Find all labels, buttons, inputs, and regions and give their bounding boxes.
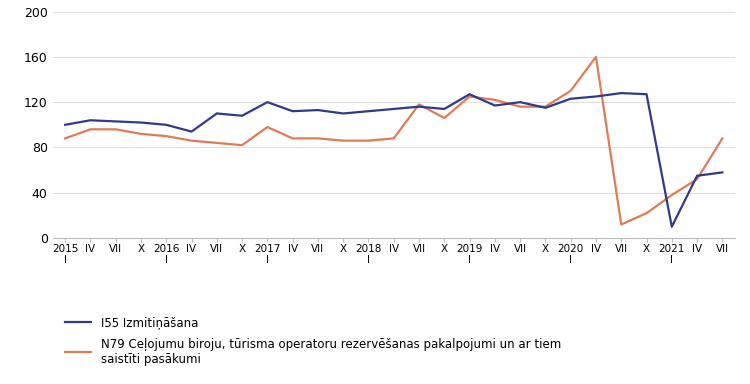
I55 Izmitiņāšana (668, 224, 676, 229)
I55 Izmitiņāšana (415, 104, 424, 109)
N79 Ceļojumu biroju, tūrisma operatoru rezervēšanas pakalpojumi un ar tiem
saistīti pasākumi (465, 94, 474, 99)
N79 Ceļojumu biroju, tūrisma operatoru rezervēšanas pakalpojumi un ar tiem
saistīti pasākumi (212, 141, 221, 145)
N79 Ceļojumu biroju, tūrisma operatoru rezervēšanas pakalpojumi un ar tiem
saistīti pasākumi (238, 143, 247, 147)
N79 Ceļojumu biroju, tūrisma operatoru rezervēšanas pakalpojumi un ar tiem
saistīti pasākumi (616, 222, 626, 227)
I55 Izmitiņāšana (566, 96, 575, 101)
I55 Izmitiņāšana (187, 129, 196, 134)
I55 Izmitiņāšana (86, 118, 95, 122)
N79 Ceļojumu biroju, tūrisma operatoru rezervēšanas pakalpojumi un ar tiem
saistīti pasākumi (718, 136, 727, 141)
N79 Ceļojumu biroju, tūrisma operatoru rezervēšanas pakalpojumi un ar tiem
saistīti pasākumi (111, 127, 120, 132)
I55 Izmitiņāšana (364, 109, 373, 114)
N79 Ceļojumu biroju, tūrisma operatoru rezervēšanas pakalpojumi un ar tiem
saistīti pasākumi (262, 125, 272, 129)
N79 Ceļojumu biroju, tūrisma operatoru rezervēšanas pakalpojumi un ar tiem
saistīti pasākumi (162, 134, 171, 139)
I55 Izmitiņāšana (238, 113, 247, 118)
I55 Izmitiņāšana (389, 107, 398, 111)
N79 Ceļojumu biroju, tūrisma operatoru rezervēšanas pakalpojumi un ar tiem
saistīti pasākumi (61, 136, 70, 141)
N79 Ceļojumu biroju, tūrisma operatoru rezervēšanas pakalpojumi un ar tiem
saistīti pasākumi (592, 55, 601, 59)
N79 Ceļojumu biroju, tūrisma operatoru rezervēšanas pakalpojumi un ar tiem
saistīti pasākumi (86, 127, 95, 132)
I55 Izmitiņāšana (162, 122, 171, 127)
N79 Ceļojumu biroju, tūrisma operatoru rezervēšanas pakalpojumi un ar tiem
saistīti pasākumi (389, 136, 398, 141)
I55 Izmitiņāšana (616, 91, 626, 95)
I55 Izmitiņāšana (288, 109, 297, 114)
N79 Ceļojumu biroju, tūrisma operatoru rezervēšanas pakalpojumi un ar tiem
saistīti pasākumi (692, 177, 701, 182)
I55 Izmitiņāšana (314, 108, 322, 113)
I55 Izmitiņāšana (262, 100, 272, 104)
I55 Izmitiņāšana (541, 106, 550, 110)
N79 Ceļojumu biroju, tūrisma operatoru rezervēšanas pakalpojumi un ar tiem
saistīti pasākumi (541, 104, 550, 109)
I55 Izmitiņāšana (111, 119, 120, 124)
I55 Izmitiņāšana (61, 122, 70, 127)
N79 Ceļojumu biroju, tūrisma operatoru rezervēšanas pakalpojumi un ar tiem
saistīti pasākumi (642, 211, 651, 215)
I55 Izmitiņāšana (718, 170, 727, 175)
I55 Izmitiņāšana (692, 174, 701, 178)
I55 Izmitiņāšana (339, 111, 348, 116)
I55 Izmitiņāšana (465, 92, 474, 96)
N79 Ceļojumu biroju, tūrisma operatoru rezervēšanas pakalpojumi un ar tiem
saistīti pasākumi (187, 138, 196, 143)
N79 Ceļojumu biroju, tūrisma operatoru rezervēšanas pakalpojumi un ar tiem
saistīti pasākumi (136, 132, 146, 136)
I55 Izmitiņāšana (490, 103, 500, 108)
I55 Izmitiņāšana (440, 107, 448, 111)
N79 Ceļojumu biroju, tūrisma operatoru rezervēšanas pakalpojumi un ar tiem
saistīti pasākumi (288, 136, 297, 141)
N79 Ceļojumu biroju, tūrisma operatoru rezervēšanas pakalpojumi un ar tiem
saistīti pasākumi (668, 193, 676, 197)
N79 Ceļojumu biroju, tūrisma operatoru rezervēšanas pakalpojumi un ar tiem
saistīti pasākumi (364, 138, 373, 143)
I55 Izmitiņāšana (136, 120, 146, 125)
N79 Ceļojumu biroju, tūrisma operatoru rezervēšanas pakalpojumi un ar tiem
saistīti pasākumi (415, 102, 424, 107)
N79 Ceļojumu biroju, tūrisma operatoru rezervēšanas pakalpojumi un ar tiem
saistīti pasākumi (490, 98, 500, 102)
N79 Ceļojumu biroju, tūrisma operatoru rezervēšanas pakalpojumi un ar tiem
saistīti pasākumi (339, 138, 348, 143)
N79 Ceļojumu biroju, tūrisma operatoru rezervēšanas pakalpojumi un ar tiem
saistīti pasākumi (566, 88, 575, 93)
N79 Ceļojumu biroju, tūrisma operatoru rezervēšanas pakalpojumi un ar tiem
saistīti pasākumi (314, 136, 322, 141)
Line: N79 Ceļojumu biroju, tūrisma operatoru rezervēšanas pakalpojumi un ar tiem
saistīti pasākumi: N79 Ceļojumu biroju, tūrisma operatoru r… (65, 57, 722, 225)
I55 Izmitiņāšana (592, 94, 601, 99)
N79 Ceļojumu biroju, tūrisma operatoru rezervēšanas pakalpojumi un ar tiem
saistīti pasākumi (440, 116, 448, 120)
I55 Izmitiņāšana (516, 100, 525, 104)
I55 Izmitiņāšana (642, 92, 651, 96)
Legend: I55 Izmitiņāšana, N79 Ceļojumu biroju, tūrisma operatoru rezervēšanas pakalpojum: I55 Izmitiņāšana, N79 Ceļojumu biroju, t… (65, 316, 561, 366)
N79 Ceļojumu biroju, tūrisma operatoru rezervēšanas pakalpojumi un ar tiem
saistīti pasākumi (516, 104, 525, 109)
I55 Izmitiņāšana (212, 111, 221, 116)
Line: I55 Izmitiņāšana: I55 Izmitiņāšana (65, 93, 722, 227)
